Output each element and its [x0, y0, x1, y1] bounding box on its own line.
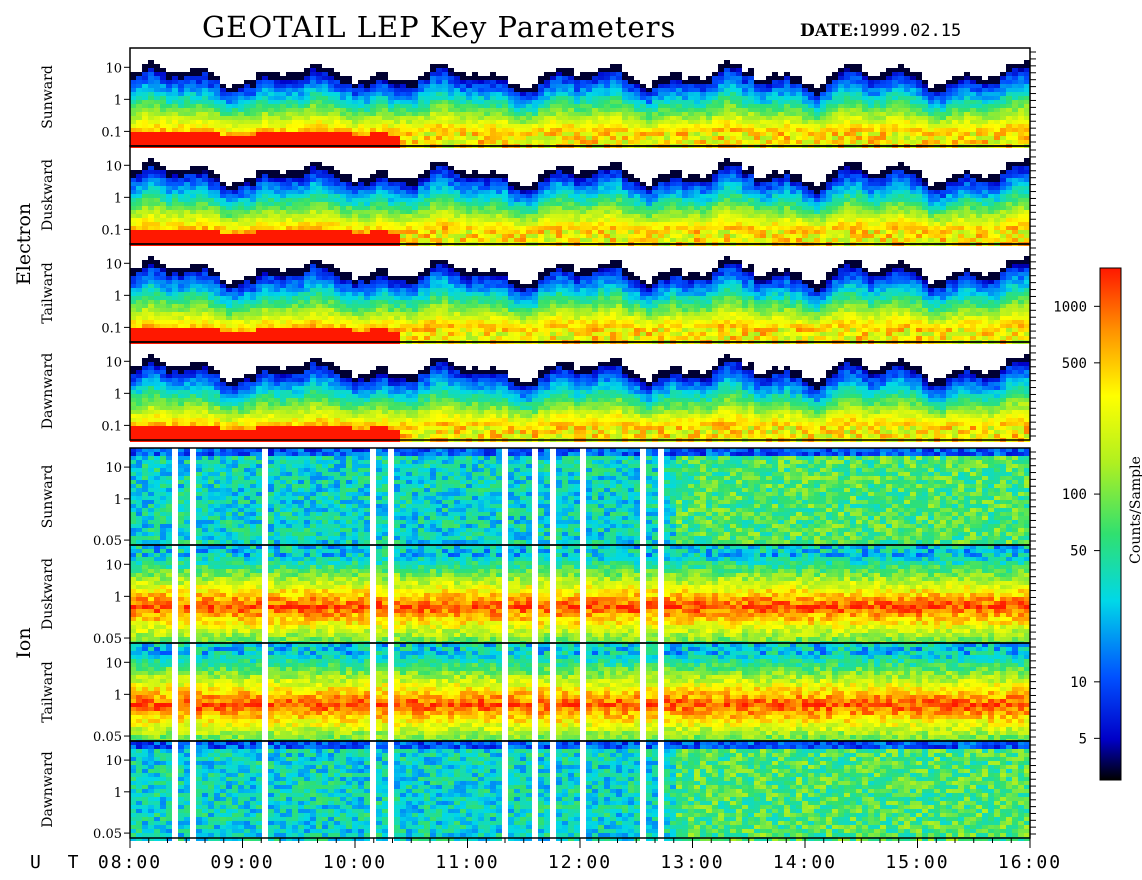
- panel-label-tailward: Tailward: [40, 262, 56, 324]
- y-tick-label: 1: [114, 93, 122, 108]
- y-tick-label: 1: [114, 387, 122, 402]
- x-tick-label: 08:00: [98, 852, 162, 873]
- panel-label-tailward: Tailward: [40, 661, 56, 723]
- colorbar-tick-label: 500: [1062, 356, 1087, 372]
- y-tick-label: 0.1: [101, 419, 122, 434]
- x-tick-label: 13:00: [660, 852, 724, 873]
- x-tick-label: 10:00: [323, 852, 387, 873]
- date-label: DATE:: [800, 21, 859, 41]
- y-tick-label: 0.1: [101, 223, 122, 238]
- group-label-electron: Electron: [13, 203, 35, 285]
- y-tick-label: 1: [114, 688, 122, 703]
- panel-frame: [129, 341, 1031, 441]
- y-tick-label: 10: [105, 61, 122, 76]
- colorbar-tick-label: 1000: [1053, 299, 1087, 315]
- x-axis-label: U T: [30, 852, 87, 873]
- chart-title: GEOTAIL LEP Key Parameters: [202, 10, 676, 44]
- y-tick-label: 10: [105, 754, 122, 769]
- y-tick-label: 10: [105, 656, 122, 671]
- y-tick-label: 10: [105, 461, 122, 476]
- colorbar-tick-label: 10: [1070, 675, 1087, 691]
- y-tick-label: 1: [114, 191, 122, 206]
- spectrogram-ion-sunward: [130, 448, 1030, 548]
- y-tick-label: 0.05: [93, 827, 122, 842]
- colorbar-tick-label: 5: [1079, 731, 1087, 747]
- group-label-ion: Ion: [13, 627, 35, 658]
- panel-label-sunward: Sunward: [40, 465, 56, 529]
- spectrogram-ion-duskward: [130, 545, 1030, 645]
- colorbar-tick-label: 50: [1070, 544, 1087, 560]
- spectrogram-electron-tailward: [130, 256, 1030, 344]
- x-tick-label: 14:00: [773, 852, 837, 873]
- y-tick-label: 1: [114, 289, 122, 304]
- spectrogram-ion-dawnward: [130, 741, 1030, 841]
- colorbar: 1000 500 100 50 10 5 Counts/Sample: [1053, 267, 1142, 781]
- panel-label-duskward: Duskward: [40, 159, 56, 231]
- spectrogram-electron-duskward: [130, 158, 1030, 246]
- panel-label-dawnward: Dawnward: [40, 751, 56, 828]
- panel-label-sunward: Sunward: [40, 65, 56, 129]
- spectrogram-ion-tailward: [130, 643, 1030, 743]
- date-readout: DATE:1999.02.15: [800, 21, 961, 41]
- panel-label-dawnward: Dawnward: [40, 353, 56, 430]
- y-tick-label: 1: [114, 786, 122, 801]
- panel-label-duskward: Duskward: [40, 558, 56, 630]
- y-tick-label: 0.1: [101, 125, 122, 140]
- y-tick-label: 10: [105, 558, 122, 573]
- y-tick-label: 0.05: [93, 730, 122, 745]
- date-value: 1999.02.15: [859, 21, 961, 41]
- colorbar-tick-label: 100: [1062, 487, 1087, 503]
- x-tick-label: 11:00: [435, 852, 499, 873]
- axes-layer: 10 1 0.1 Sunward 10 1 0.1 Duskward 10 1 0.1 Tailwar…: [13, 47, 1062, 873]
- colorbar-label: Counts/Sample: [1128, 456, 1142, 564]
- y-tick-label: 0.1: [101, 321, 122, 336]
- x-tick-label: 09:00: [210, 852, 274, 873]
- x-tick-label: 16:00: [998, 852, 1062, 873]
- spectrogram-panels: [130, 60, 1030, 841]
- x-tick-label: 12:00: [548, 852, 612, 873]
- spectrogram-electron-sunward: [130, 60, 1030, 148]
- y-tick-label: 0.05: [93, 632, 122, 647]
- y-tick-label: 1: [114, 590, 122, 605]
- y-tick-label: 10: [105, 159, 122, 174]
- spectrogram-electron-dawnward: [130, 354, 1030, 442]
- colorbar-gradient: [1099, 267, 1122, 781]
- y-tick-label: 0.05: [93, 534, 122, 549]
- y-tick-label: 10: [105, 257, 122, 272]
- y-tick-label: 1: [114, 493, 122, 508]
- x-tick-label: 15:00: [885, 852, 949, 873]
- y-tick-label: 10: [105, 355, 122, 370]
